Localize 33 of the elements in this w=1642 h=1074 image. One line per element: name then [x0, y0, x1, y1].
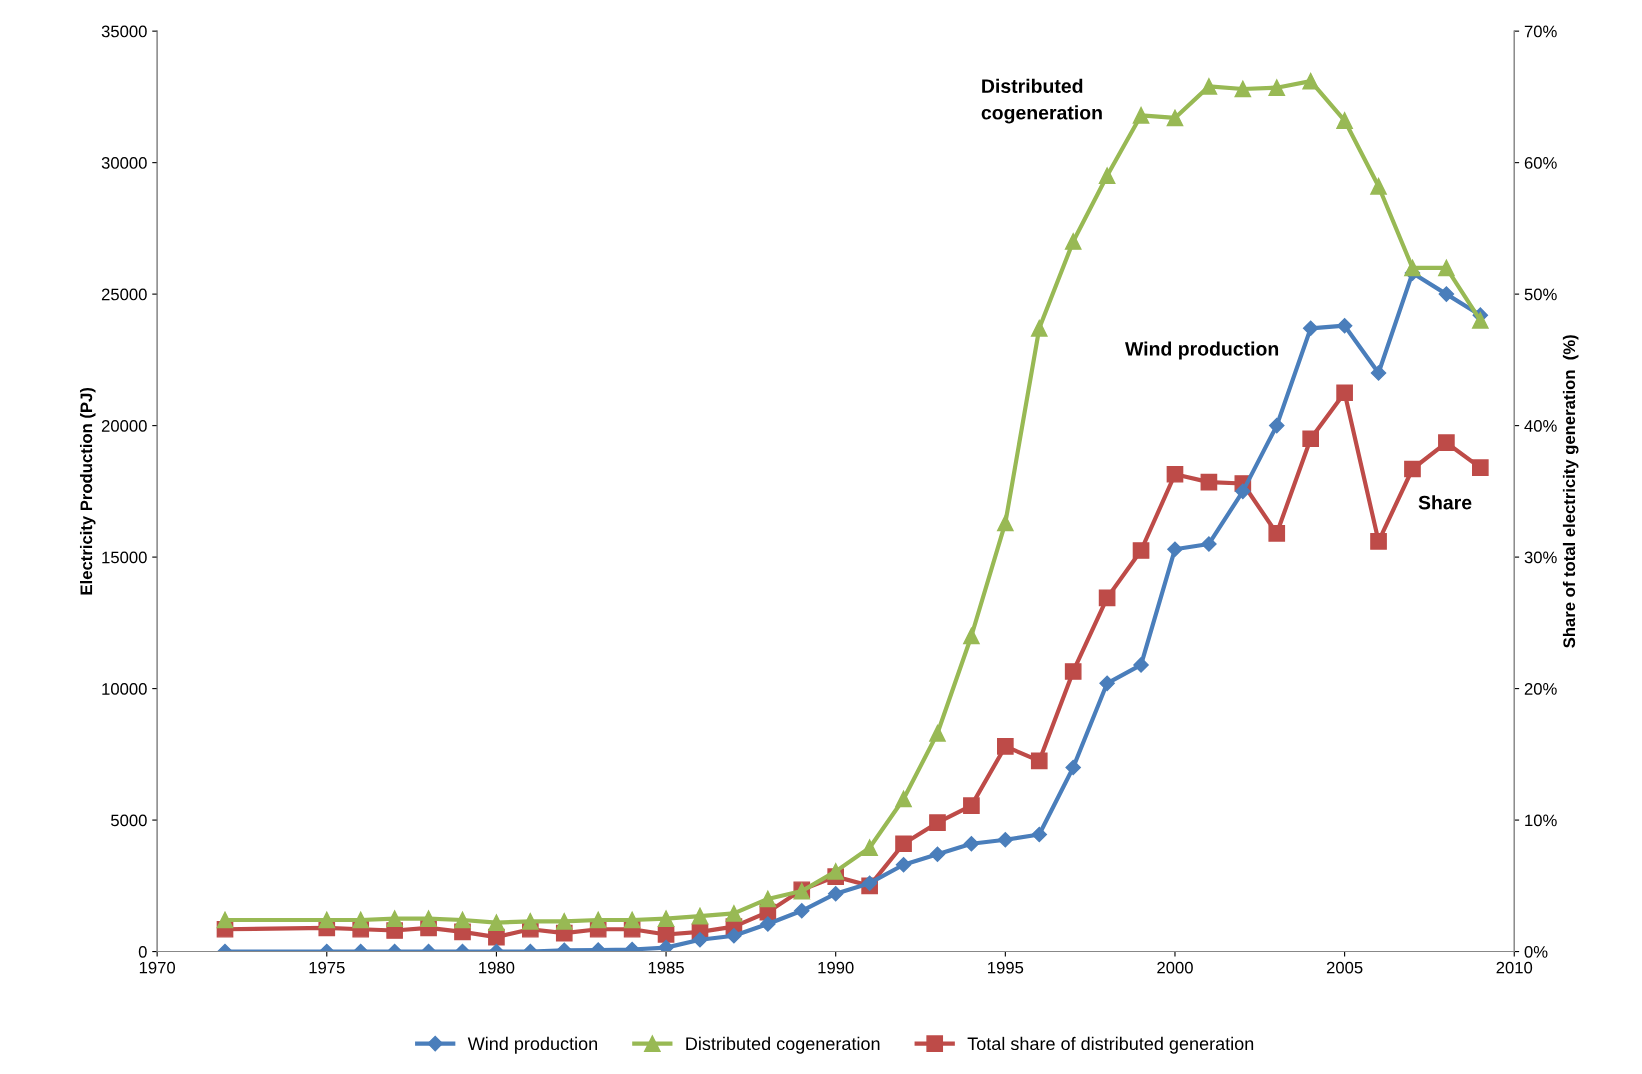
x-tick-label: 2000 [1157, 961, 1193, 974]
y-tick-label: 30000 [101, 157, 147, 169]
annotation: Share [1418, 495, 1472, 510]
x-tick-label: 1995 [988, 961, 1024, 974]
y2-tick-label: 70% [1524, 25, 1557, 38]
y-tick-label: 35000 [101, 25, 147, 38]
x-tick-label: 1970 [139, 961, 176, 974]
y2-tick-label: 20% [1524, 682, 1557, 695]
y-axis-title: Electricity Production (PJ) [79, 387, 96, 595]
x-tick-label: 1975 [309, 961, 345, 974]
y-tick-label: 20000 [101, 420, 147, 432]
y-tick-label: 25000 [101, 288, 147, 301]
y-tick-label: 10000 [102, 682, 147, 695]
y-tick-label: 0 [138, 945, 147, 958]
legend-label: Distributed cogeneration [686, 1036, 880, 1054]
x-tick-label: 1990 [818, 961, 854, 974]
y2-tick-label: 60% [1524, 157, 1557, 169]
x-tick-label: 1980 [479, 961, 515, 974]
annotation: Distributed cogeneration [981, 78, 1102, 124]
y-tick-label: 5000 [111, 814, 147, 827]
y2-tick-label: 30% [1524, 551, 1557, 564]
y2-tick-label: 10% [1525, 814, 1557, 827]
y2-tick-label: 40% [1524, 420, 1557, 432]
y2-tick-label: 50% [1524, 288, 1557, 301]
legend-label: Total share of distributed generation [967, 1036, 1254, 1054]
y2-tick-label: 0% [1524, 945, 1548, 958]
annotation: Wind production [1125, 341, 1279, 360]
y2-axis-title: Share of total electricity generation (%) [1562, 335, 1579, 648]
legend-label: Wind production [467, 1036, 598, 1054]
y-tick-label: 15000 [102, 551, 147, 564]
x-tick-label: 1985 [648, 961, 684, 974]
x-tick-label: 2005 [1326, 961, 1363, 974]
x-tick-label: 2010 [1496, 961, 1533, 974]
